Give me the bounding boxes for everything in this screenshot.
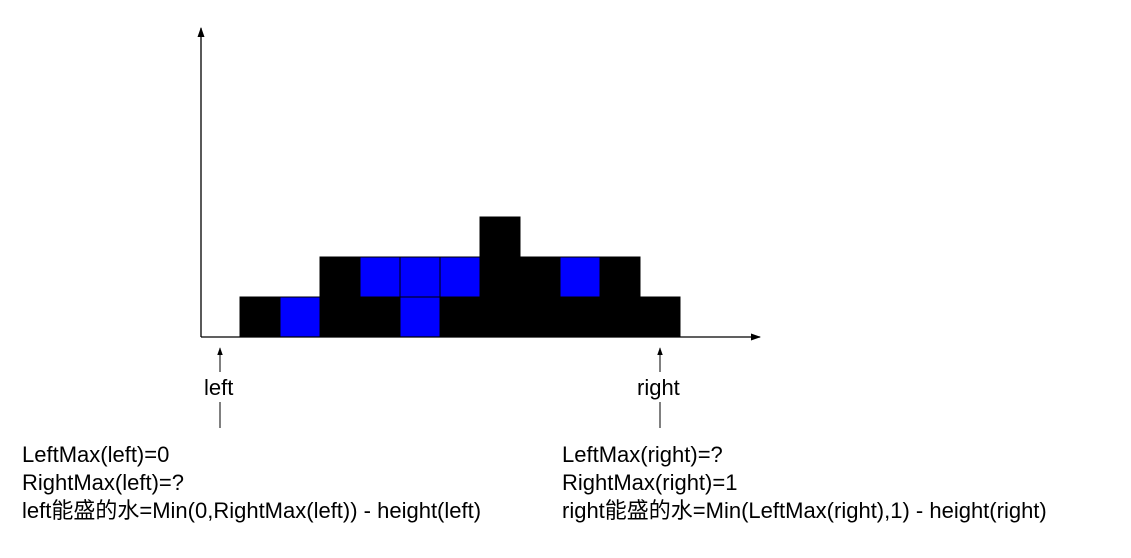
left-note-water-formula: left能盛的水=Min(0,RightMax(left)) - height(…: [22, 498, 482, 523]
right-note-leftmax: LeftMax(right)=?: [562, 442, 723, 467]
right-notes: LeftMax(right)=? RightMax(right)=1 right…: [562, 441, 1047, 525]
bar-cell: [239, 296, 281, 338]
water-cell: [399, 296, 441, 338]
bar-cell: [319, 296, 361, 338]
bar-cell: [479, 216, 521, 258]
left-pointer-label: left: [204, 375, 234, 400]
bar-cell: [559, 296, 601, 338]
bar-cell: [479, 296, 521, 338]
bar-cell: [599, 256, 641, 298]
bar-cell: [639, 296, 681, 338]
bar-cell: [519, 296, 561, 338]
elevation-cells: [239, 216, 681, 338]
water-cell: [439, 256, 481, 298]
water-cell: [279, 296, 321, 338]
bar-cell: [319, 256, 361, 298]
left-notes: LeftMax(left)=0 RightMax(left)=? left能盛的…: [22, 441, 481, 525]
water-cell: [359, 256, 401, 298]
bar-cell: [519, 256, 561, 298]
left-note-leftmax: LeftMax(left)=0: [22, 442, 170, 467]
bar-cell: [479, 256, 521, 298]
left-note-rightmax: RightMax(left)=?: [22, 470, 185, 495]
right-note-water-formula: right能盛的水=Min(LeftMax(right),1) - height…: [562, 498, 1047, 523]
bar-cell: [599, 296, 641, 338]
right-pointer-label: right: [637, 375, 680, 400]
bar-cell: [439, 296, 481, 338]
right-note-rightmax: RightMax(right)=1: [562, 470, 738, 495]
bar-cell: [359, 296, 401, 338]
water-cell: [559, 256, 601, 298]
water-cell: [399, 256, 441, 298]
